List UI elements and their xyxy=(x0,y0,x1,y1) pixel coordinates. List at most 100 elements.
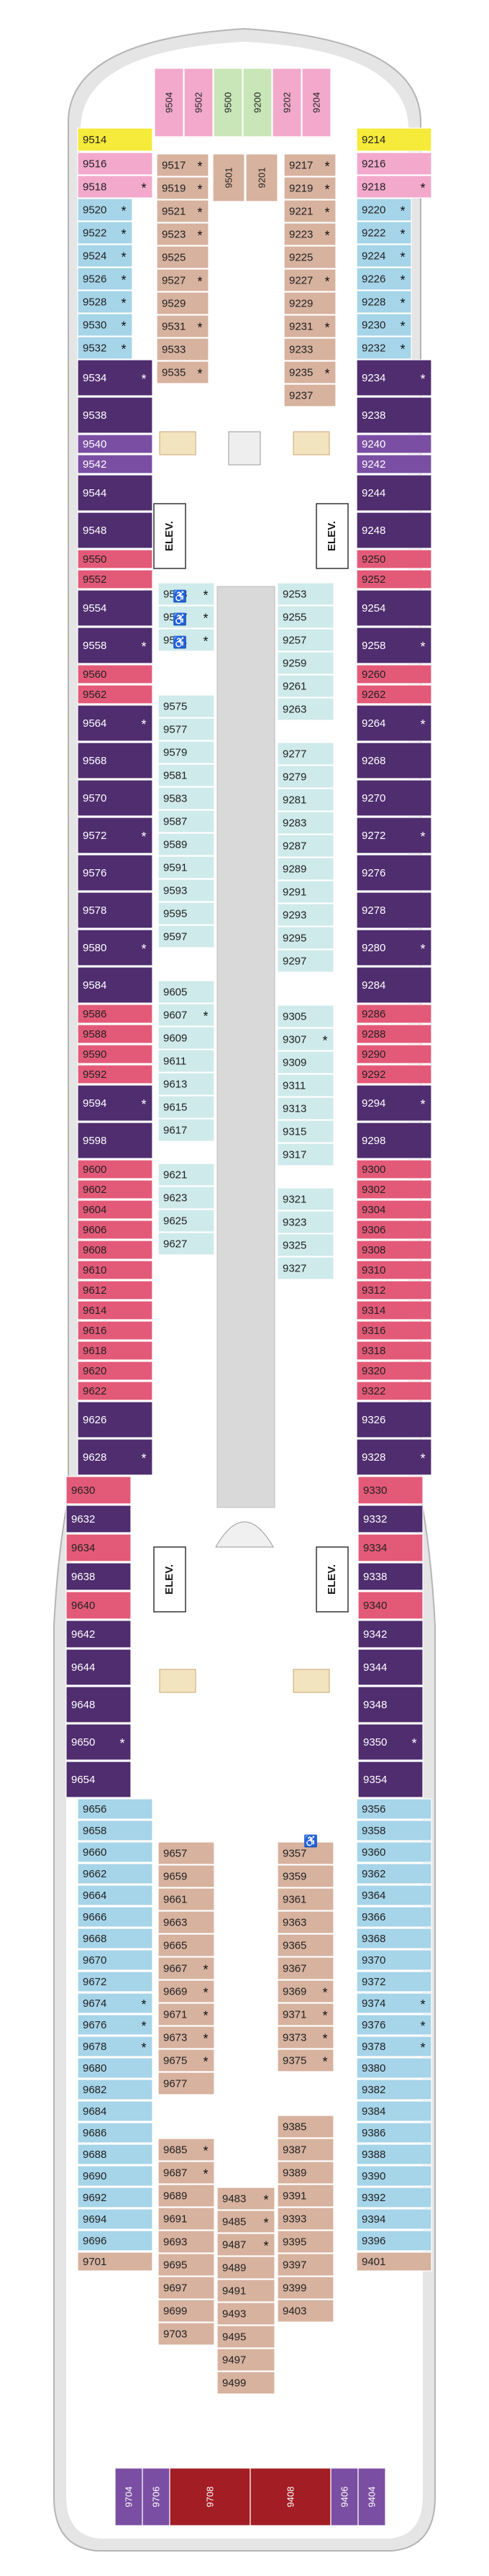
cabin-number: 9694 xyxy=(83,2213,106,2226)
cabin-9330 xyxy=(357,1476,424,1505)
cabin-number: 9493 xyxy=(222,2308,246,2320)
cabin-9670 xyxy=(77,1949,153,1971)
cabin-9602 xyxy=(77,1179,153,1199)
cabin-number: 9320 xyxy=(362,1365,385,1377)
cabin-9389 xyxy=(277,2161,334,2185)
elevator-label: ELEV. xyxy=(163,521,175,551)
cabin-number: 9682 xyxy=(83,2084,106,2096)
star-marker: * xyxy=(197,320,202,335)
cabin-9528 xyxy=(77,290,133,314)
cabin-number: 9688 xyxy=(83,2149,106,2161)
cabin-number: 9671 xyxy=(163,2008,187,2021)
star-marker: * xyxy=(197,366,202,381)
cabin-9380 xyxy=(356,2057,432,2079)
cabin-9586 xyxy=(77,1004,153,1024)
cabin-number: 9216 xyxy=(362,158,385,170)
cabin-number: 9595 xyxy=(163,907,187,920)
cabin-9219 xyxy=(283,176,337,200)
star-marker: * xyxy=(141,181,146,195)
cabin-number: 9287 xyxy=(283,840,306,852)
cabin-number: 9244 xyxy=(362,487,385,499)
cabin-number: 9544 xyxy=(83,487,106,499)
cabin-9628 xyxy=(77,1438,153,1476)
cabin-9260 xyxy=(356,664,432,684)
cabin-9521 xyxy=(156,199,209,223)
cabin-number: 9703 xyxy=(163,2328,187,2340)
cabin-9200 xyxy=(242,68,273,137)
cabin-9581 xyxy=(157,763,215,787)
cabin-9568 xyxy=(77,742,153,779)
cabin-9386 xyxy=(356,2122,432,2144)
cabin-number: 9219 xyxy=(289,182,313,194)
cabin-number: 9277 xyxy=(283,748,306,760)
cabin-9395 xyxy=(277,2230,334,2254)
cabin-number: 9692 xyxy=(83,2192,106,2204)
cabin-number: 9317 xyxy=(283,1148,306,1161)
cabin-number: 9540 xyxy=(83,438,106,450)
star-marker: * xyxy=(324,320,329,335)
cabin-9575 xyxy=(157,694,215,718)
cabin-9396 xyxy=(356,2230,432,2251)
cabin-9315 xyxy=(277,1120,334,1143)
cabin-number: 9485 xyxy=(222,2216,246,2228)
cabin-9288 xyxy=(356,1024,432,1044)
cabin-number: 9378 xyxy=(362,2041,385,2053)
cabin-9292 xyxy=(356,1064,432,1084)
cabin-9690 xyxy=(77,2165,153,2187)
cabin-number: 9499 xyxy=(222,2377,246,2389)
cabin-number: 9240 xyxy=(362,438,385,450)
cabin-9228 xyxy=(356,290,412,314)
cabin-number: 9491 xyxy=(222,2285,246,2297)
cabin-9344 xyxy=(357,1648,424,1686)
cabin-number: 9615 xyxy=(163,1101,187,1113)
cabin-9364 xyxy=(356,1885,432,1906)
cabin-9530 xyxy=(77,313,133,337)
cabin-9600 xyxy=(77,1159,153,1179)
cabin-9699 xyxy=(157,2299,215,2323)
stair-block xyxy=(159,431,196,455)
cabin-number: 9590 xyxy=(83,1048,106,1061)
cabin-number: 9661 xyxy=(163,1893,187,1905)
star-marker: * xyxy=(322,2054,327,2069)
cabin-9258 xyxy=(356,627,432,664)
cabin-9403 xyxy=(277,2299,334,2323)
cabin-9382 xyxy=(356,2079,432,2100)
star-marker: * xyxy=(121,204,126,218)
cabin-9259 xyxy=(277,651,334,675)
cabin-number: 9325 xyxy=(283,1239,306,1251)
cabin-9658 xyxy=(77,1820,153,1841)
elevator-aft-port xyxy=(153,1546,186,1613)
star-marker: * xyxy=(411,1736,416,1751)
cabin-9311 xyxy=(277,1074,334,1097)
cabin-9363 xyxy=(277,1910,334,1934)
star-marker: * xyxy=(203,588,208,602)
cabin-9393 xyxy=(277,2207,334,2231)
cabin-number: 9308 xyxy=(362,1244,385,1256)
cabin-9244 xyxy=(356,474,432,512)
cabin-9372 xyxy=(356,1971,432,1992)
cabin-number: 9221 xyxy=(289,205,313,217)
cabin-number: 9306 xyxy=(362,1224,385,1236)
cabin-number: 9570 xyxy=(83,792,106,804)
cabin-9365 xyxy=(277,1933,334,1957)
cabin-number: 9686 xyxy=(83,2127,106,2139)
cabin-number: 9391 xyxy=(283,2190,306,2202)
cabin-number: 9606 xyxy=(83,1224,106,1236)
elevator-fwd-port xyxy=(153,503,186,569)
cabin-9202 xyxy=(272,68,302,137)
cabin-number: 9356 xyxy=(362,1803,385,1815)
star-marker: * xyxy=(324,159,329,173)
cabin-number: 9592 xyxy=(83,1069,106,1081)
cabin-9606 xyxy=(77,1220,153,1240)
cabin-number: 9330 xyxy=(363,1484,387,1497)
cabin-9562 xyxy=(77,684,153,704)
cabin-9693 xyxy=(157,2230,215,2254)
cabin-number: 9309 xyxy=(283,1056,306,1069)
cabin-number: 9314 xyxy=(362,1305,385,1317)
cabin-number: 9604 xyxy=(83,1204,106,1216)
cabin-9276 xyxy=(356,854,432,892)
star-marker: * xyxy=(197,159,202,173)
cabin-9322 xyxy=(356,1381,432,1401)
cabin-9373 xyxy=(277,2026,334,2049)
cabin-9240 xyxy=(356,434,432,454)
